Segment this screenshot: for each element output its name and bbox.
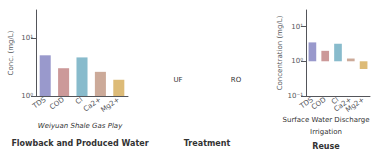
svg-text:Treatment: Treatment — [184, 139, 231, 148]
svg-text:Conc. (mg/L): Conc. (mg/L) — [7, 30, 15, 75]
svg-text:TDS: TDS — [31, 95, 48, 111]
svg-text:Irrigation: Irrigation — [310, 128, 342, 136]
svg-text:10¹: 10¹ — [21, 34, 33, 42]
svg-text:10¹: 10¹ — [291, 23, 303, 31]
svg-text:COD: COD — [310, 96, 328, 112]
svg-text:Cl: Cl — [330, 95, 341, 107]
svg-text:UF: UF — [173, 76, 182, 84]
svg-text:10⁻¹: 10⁻¹ — [288, 92, 304, 100]
svg-text:Reuse: Reuse — [312, 142, 340, 151]
svg-text:10⁰: 10⁰ — [291, 57, 303, 65]
svg-text:COD: COD — [48, 96, 66, 112]
svg-text:Mg2+: Mg2+ — [99, 96, 121, 115]
svg-text:Ca2+: Ca2+ — [82, 96, 103, 114]
svg-text:10⁰: 10⁰ — [21, 92, 33, 100]
svg-text:Cl: Cl — [74, 96, 84, 107]
svg-text:TDS: TDS — [298, 95, 315, 111]
svg-text:RO: RO — [231, 76, 242, 84]
svg-text:Surface Water Discharge: Surface Water Discharge — [283, 116, 370, 124]
svg-text:Ca2+: Ca2+ — [332, 95, 354, 114]
svg-text:Mg2+: Mg2+ — [344, 96, 366, 115]
svg-text:Weiyuan Shale Gas Play: Weiyuan Shale Gas Play — [38, 122, 123, 130]
svg-text:Concentration (mg/L): Concentration (mg/L) — [276, 15, 284, 90]
svg-text:Flowback and Produced Water: Flowback and Produced Water — [11, 139, 148, 148]
